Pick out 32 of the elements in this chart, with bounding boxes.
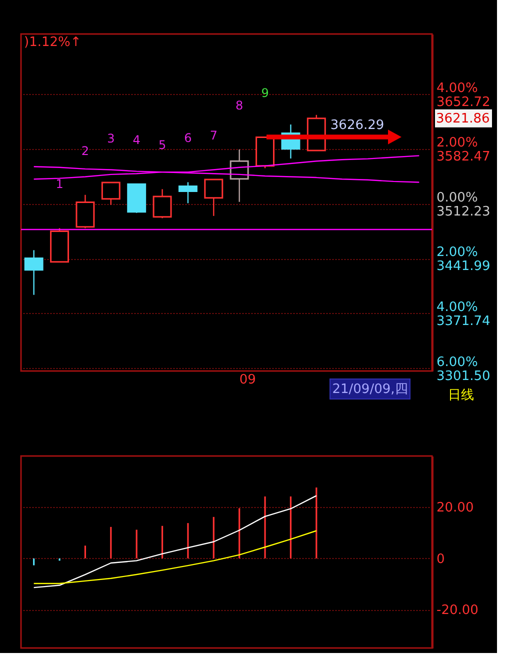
annotation: 3626.29 <box>330 118 384 133</box>
annotation: 4 <box>132 133 140 148</box>
y2-tick-label: 4.00% <box>436 300 478 315</box>
y2-tick-label: 0.00% <box>436 190 478 206</box>
y-tick-label: 3582.47 <box>436 150 490 165</box>
y-tick-label: -20.00 <box>436 603 478 618</box>
annotation: 2 <box>81 144 90 158</box>
y-tick-label: 20.00 <box>436 500 474 516</box>
text: 日线 <box>448 388 474 403</box>
y2-tick-label: 4.00% <box>436 80 478 96</box>
y-tick-label: 3301.50 <box>436 368 490 384</box>
y-tick-label: 3512.23 <box>436 204 490 220</box>
y-tick-label: 3441.99 <box>436 259 490 274</box>
annotation: 7 <box>210 128 218 142</box>
annotation: )1.12%↑ <box>24 35 82 50</box>
y2-tick-label: 2.00% <box>436 245 478 260</box>
annotation: 3 <box>107 131 115 146</box>
x-tick-label: 09 <box>239 372 256 388</box>
annotation: 6 <box>184 131 192 146</box>
y-tick-label: 3371.74 <box>436 314 490 329</box>
y-tick-label: 0 <box>436 552 445 567</box>
annotation: 5 <box>158 138 166 152</box>
annotation: 8 <box>236 98 244 112</box>
annotation: 9 <box>261 86 269 100</box>
line-series <box>33 530 318 584</box>
line-series <box>33 495 318 588</box>
y-tick-label: 3652.72 <box>436 94 490 110</box>
text: 21/09/09,四 <box>332 382 408 397</box>
y2-tick-label: 6.00% <box>436 354 478 370</box>
annotation: 1 <box>56 177 64 192</box>
text: 3621.86 <box>436 111 490 126</box>
y2-tick-label: 2.00% <box>436 136 478 151</box>
